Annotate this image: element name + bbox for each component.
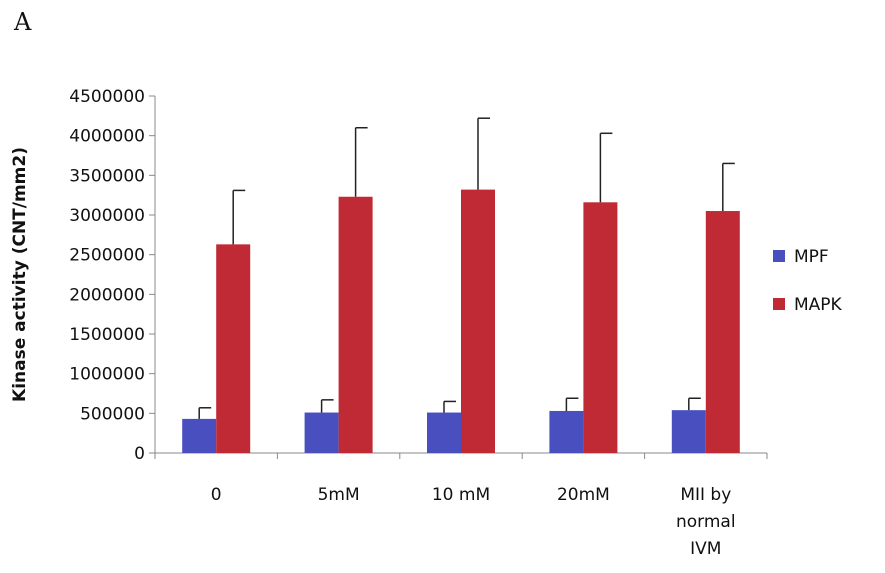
bar-mpf	[549, 410, 584, 453]
bar-mapk	[705, 211, 740, 453]
y-tick-label: 1500000	[69, 325, 145, 345]
y-axis-label: Kinase activity (CNT/mm2)	[10, 147, 30, 402]
bar-mpf	[671, 410, 706, 453]
bar-mapk	[216, 244, 251, 453]
y-axis-ticks: 0 500000 1000000 1500000 2000000 2500000 30000…	[69, 87, 155, 464]
y-tick-label: 0	[134, 444, 145, 464]
y-tick-label: 3500000	[69, 166, 145, 186]
x-tick-label: 0	[211, 485, 222, 505]
y-tick-label: 3000000	[69, 206, 145, 226]
y-tick-label: 2500000	[69, 246, 145, 266]
bar-mpf	[427, 412, 461, 453]
legend: MPF MAPK	[773, 247, 843, 315]
legend-label-mapk: MAPK	[794, 295, 843, 315]
bars	[182, 189, 740, 453]
x-tick-label: 5mM	[318, 485, 360, 505]
x-tick-label: normal	[676, 512, 736, 532]
bar-mapk	[461, 189, 495, 453]
legend-swatch-mpf	[773, 250, 785, 262]
x-tick-label: 10 mM	[432, 485, 490, 505]
x-tick-label: MII by	[680, 485, 731, 505]
legend-swatch-mapk	[773, 298, 785, 310]
bar-mpf	[182, 418, 217, 453]
bar-mapk	[338, 196, 373, 453]
y-tick-label: 4000000	[69, 127, 145, 147]
panel-label: A	[14, 8, 32, 36]
x-axis-labels: 0 5mM 10 mM 20mM MII by normal IVM	[211, 485, 736, 559]
y-tick-label: 4500000	[69, 87, 145, 107]
y-tick-label: 500000	[80, 404, 145, 424]
bar-mapk	[583, 202, 618, 453]
legend-label-mpf: MPF	[794, 247, 829, 267]
x-tick-label: IVM	[690, 539, 721, 559]
error-bars	[198, 117, 735, 419]
y-tick-label: 1000000	[69, 365, 145, 385]
bar-mpf	[304, 412, 339, 453]
y-tick-label: 2000000	[69, 285, 145, 305]
x-tick-label: 20mM	[557, 485, 610, 505]
